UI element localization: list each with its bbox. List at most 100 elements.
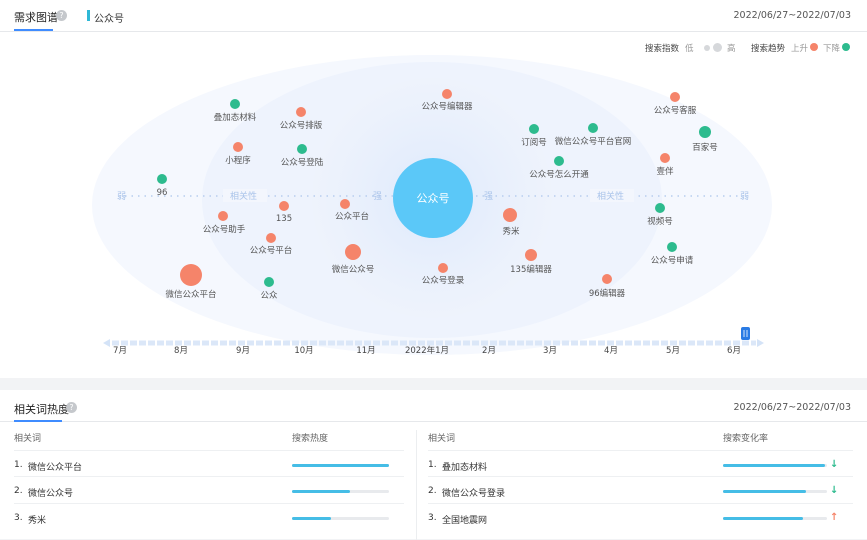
bar-fill: [292, 464, 389, 467]
keyword-label: 公众号: [94, 14, 124, 25]
graph-node-label: 公众号排版: [280, 120, 323, 131]
row-divider: [428, 450, 853, 451]
axis-relevance-right: 相关性: [597, 190, 624, 202]
date-range[interactable]: 2022/06/27~2022/07/03: [733, 10, 851, 21]
legend-high: 高: [727, 44, 736, 54]
row-rank: 1.: [14, 460, 23, 470]
tab-demand-graph[interactable]: 需求图谱: [14, 11, 58, 24]
timeline: 7月 8月 9月 10月 11月 2022年1月 2月 3月 4月 5月 6月: [103, 327, 764, 356]
row-divider: [14, 450, 404, 451]
right-col-metric: 搜索变化率: [723, 434, 769, 444]
graph-node-label: 公众号助手: [203, 224, 246, 235]
related-word[interactable]: 微信公众平台: [28, 463, 83, 473]
graph-node[interactable]: [503, 208, 517, 222]
graph-node[interactable]: [266, 233, 276, 243]
graph-node-label: 订阅号: [521, 137, 547, 148]
row-rank: 2.: [428, 486, 437, 496]
related-word[interactable]: 微信公众号登录: [442, 489, 506, 499]
legend-index-label: 搜索指数: [645, 44, 680, 54]
graph-node[interactable]: [340, 199, 350, 209]
timeline-prev-arrow[interactable]: [103, 339, 110, 347]
graph-node-label: 96: [157, 188, 168, 198]
legend-dot-small: [704, 45, 710, 51]
timeline-month[interactable]: 5月: [666, 346, 680, 356]
timeline-month[interactable]: 4月: [604, 346, 618, 356]
tab-related-heat[interactable]: 相关词热度: [14, 403, 69, 416]
related-words-panel: 相关词热度 ? 2022/06/27~2022/07/03 相关词 搜索热度 相…: [0, 390, 867, 540]
axis-weak-right: 弱: [740, 191, 749, 202]
graph-node[interactable]: [218, 211, 228, 221]
graph-node[interactable]: [655, 203, 665, 213]
timeline-handle[interactable]: [741, 327, 750, 340]
graph-node[interactable]: [297, 144, 307, 154]
center-node[interactable]: [393, 158, 473, 238]
graph-node[interactable]: [264, 277, 274, 287]
graph-node[interactable]: [296, 107, 306, 117]
timeline-month[interactable]: 7月: [113, 346, 127, 356]
graph-node-label: 微信公众平台: [165, 289, 216, 300]
row-rank: 2.: [14, 486, 23, 496]
graph-node[interactable]: [230, 99, 240, 109]
timeline-month[interactable]: 6月: [727, 346, 741, 356]
related-word[interactable]: 叠加态材料: [442, 463, 488, 473]
graph-node[interactable]: [670, 92, 680, 102]
axis-strong-right: 强: [484, 191, 493, 202]
graph-node[interactable]: [180, 264, 202, 286]
graph-node-label: 小程序: [225, 155, 251, 166]
graph-node-label: 公众: [260, 291, 278, 301]
graph-node[interactable]: [442, 89, 452, 99]
change-rate-bar: [723, 517, 827, 520]
date-range[interactable]: 2022/06/27~2022/07/03: [733, 402, 851, 413]
help-icon[interactable]: ?: [66, 402, 77, 413]
help-icon[interactable]: ?: [56, 10, 67, 21]
row-divider: [14, 476, 404, 477]
graph-node-label: 百家号: [692, 142, 718, 153]
graph-node-label: 公众号登录: [422, 275, 465, 286]
graph-node[interactable]: [157, 174, 167, 184]
row-divider: [14, 503, 404, 504]
related-word[interactable]: 秀米: [28, 516, 47, 526]
timeline-month[interactable]: 2月: [482, 346, 496, 356]
graph-node-label: 公众号登陆: [281, 157, 324, 168]
tab-active-indicator: [14, 420, 62, 422]
timeline-month[interactable]: 2022年1月: [405, 345, 449, 356]
related-words-header: 相关词热度 ? 2022/06/27~2022/07/03: [0, 390, 867, 422]
graph-node[interactable]: [660, 153, 670, 163]
timeline-next-arrow[interactable]: [757, 339, 764, 347]
graph-node[interactable]: [279, 201, 289, 211]
graph-node-label: 公众号申请: [651, 255, 694, 266]
graph-node[interactable]: [602, 274, 612, 284]
timeline-month[interactable]: 11月: [356, 346, 375, 356]
graph-node[interactable]: [699, 126, 711, 138]
related-word[interactable]: 全国地震网: [442, 516, 488, 526]
timeline-month[interactable]: 10月: [294, 346, 313, 356]
tab-active-indicator: [14, 29, 53, 31]
keyword-marker: [87, 10, 90, 21]
timeline-month[interactable]: 8月: [174, 346, 188, 356]
legend-down: 下降: [823, 44, 841, 54]
graph-node[interactable]: [554, 156, 564, 166]
graph-node[interactable]: [588, 123, 598, 133]
graph-node[interactable]: [529, 124, 539, 134]
graph-node-label: 微信公众号: [332, 264, 375, 275]
graph-node[interactable]: [233, 142, 243, 152]
axis-strong-left: 强: [373, 191, 382, 202]
axis-relevance-left: 相关性: [230, 190, 257, 202]
graph-node[interactable]: [525, 249, 537, 261]
arrow-up-icon: ↑: [830, 512, 839, 523]
heat-bar: [292, 517, 389, 520]
timeline-month[interactable]: 3月: [543, 346, 557, 356]
graph-node-label: 135: [276, 214, 292, 224]
legend-down-dot: [842, 43, 850, 51]
timeline-month[interactable]: 9月: [236, 346, 250, 356]
related-word[interactable]: 微信公众号: [28, 489, 74, 499]
left-col-metric: 搜索热度: [292, 434, 329, 444]
graph-node[interactable]: [345, 244, 361, 260]
bar-fill: [292, 490, 351, 493]
legend-dot-large: [713, 43, 722, 52]
bar-fill: [292, 517, 331, 520]
graph-node[interactable]: [667, 242, 677, 252]
graph-node[interactable]: [438, 263, 448, 273]
